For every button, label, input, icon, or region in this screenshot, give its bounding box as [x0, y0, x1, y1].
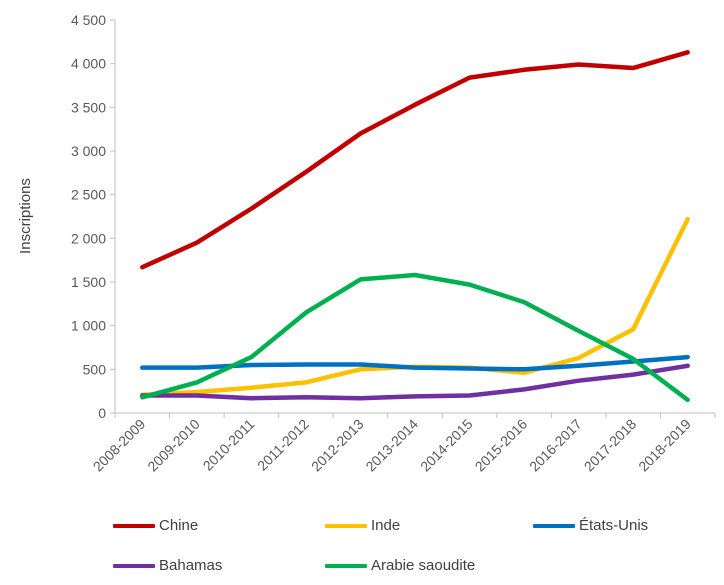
- y-tick-label: 4 000: [71, 56, 106, 72]
- x-tick-label: 2013-2014: [362, 416, 421, 475]
- y-tick-label: 3 000: [71, 143, 106, 159]
- y-tick-label: 1 500: [71, 274, 106, 290]
- x-tick-label: 2016-2017: [526, 416, 585, 475]
- y-tick-label: 2 500: [71, 187, 106, 203]
- series-line-chine: [140, 50, 690, 270]
- y-tick-label: 3 500: [71, 99, 106, 115]
- y-tick-label: 4 500: [71, 12, 106, 28]
- x-tick-label: 2008-2009: [90, 416, 149, 475]
- series-line-bahamas: [140, 363, 690, 401]
- x-tick-label: 2017-2018: [581, 416, 640, 475]
- x-tick-label: 2014-2015: [417, 416, 476, 475]
- y-tick-label: 1 000: [71, 318, 106, 334]
- x-tick-label: 2009-2010: [144, 416, 203, 475]
- y-tick-label: 2 000: [71, 230, 106, 246]
- y-tick-label: 500: [83, 361, 107, 377]
- x-tick-label: 2015-2016: [472, 416, 531, 475]
- series-line-arabie-saoudite: [140, 272, 690, 403]
- x-tick-label: 2018-2019: [635, 416, 694, 475]
- y-tick-label: 0: [98, 405, 106, 421]
- x-tick-label: 2012-2013: [308, 416, 367, 475]
- y-axis-label: Inscriptions: [17, 178, 34, 254]
- x-tick-label: 2011-2012: [254, 416, 312, 474]
- x-tick-label: 2010-2011: [200, 416, 258, 474]
